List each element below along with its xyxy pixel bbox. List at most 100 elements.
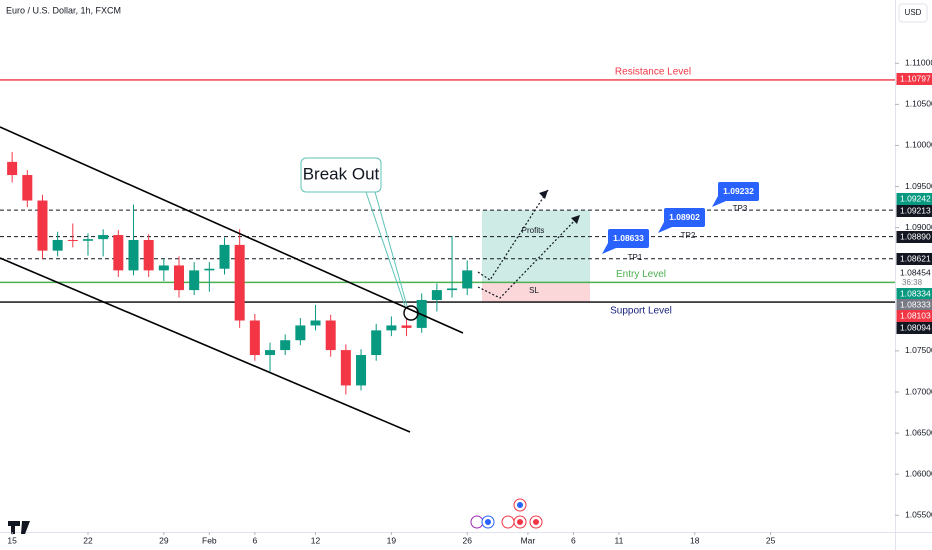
x-tick-label: 11 bbox=[615, 535, 624, 545]
y-tick-label: 1.09000 bbox=[905, 222, 932, 232]
level-label: Entry Level bbox=[616, 269, 666, 280]
currency-button[interactable] bbox=[898, 3, 928, 23]
candle-body bbox=[310, 320, 321, 326]
arrow-head bbox=[571, 215, 580, 224]
y-tick-label: 1.07000 bbox=[905, 386, 932, 396]
candle-body bbox=[371, 330, 382, 356]
candle-body bbox=[37, 200, 48, 251]
candle-body bbox=[143, 239, 154, 271]
logo bbox=[8, 521, 30, 534]
price-label-box bbox=[896, 205, 932, 217]
candle-body bbox=[431, 290, 442, 300]
price-label: 1.08334 bbox=[900, 288, 931, 298]
chart-title: Euro / U.S. Dollar, 1h, FXCM bbox=[6, 5, 121, 15]
price-label: 1.09213 bbox=[900, 205, 931, 215]
candle-body bbox=[158, 265, 169, 271]
y-tick-label: 1.06500 bbox=[905, 427, 932, 437]
price-label: 1.09242 bbox=[900, 193, 931, 203]
y-tick-label: 1.07500 bbox=[905, 345, 932, 355]
price-label-box bbox=[897, 267, 932, 279]
profits-label: Profits bbox=[522, 226, 545, 235]
target-label: 1.09232 bbox=[723, 186, 754, 196]
x-tick-label: 26 bbox=[462, 535, 472, 545]
sl-label: SL bbox=[529, 286, 539, 295]
candle-body bbox=[52, 239, 63, 251]
y-tick-label: 1.09500 bbox=[905, 181, 932, 191]
target-label: 1.08902 bbox=[669, 212, 700, 222]
arrow-head bbox=[539, 190, 548, 199]
target-pointer bbox=[712, 196, 726, 207]
candle-body bbox=[113, 235, 124, 271]
target-pointer bbox=[658, 222, 672, 233]
x-tick-label: Feb bbox=[202, 535, 217, 545]
price-label-box bbox=[896, 73, 932, 85]
price-label-box bbox=[896, 231, 932, 243]
event-icons bbox=[470, 498, 543, 529]
candle-body bbox=[189, 270, 200, 291]
price-label-box bbox=[896, 322, 932, 334]
channel-lower bbox=[0, 257, 411, 433]
target-box bbox=[718, 182, 759, 201]
candle-body bbox=[7, 161, 18, 176]
y-tick-label: 1.05500 bbox=[905, 510, 932, 520]
x-tick-label: 22 bbox=[83, 535, 93, 545]
price-label: 1.10797 bbox=[900, 73, 931, 83]
price-label: 1.08890 bbox=[900, 231, 931, 241]
level-label: TP1 bbox=[628, 253, 643, 262]
profit-path-2 bbox=[477, 214, 581, 299]
candle-body bbox=[280, 340, 291, 351]
candle-body bbox=[204, 268, 215, 271]
y-tick-label: 1.10000 bbox=[905, 140, 932, 150]
price-label: 1.08621 bbox=[900, 253, 931, 263]
channel-upper bbox=[0, 126, 464, 334]
x-tick-label: 25 bbox=[766, 535, 776, 545]
x-tick-label: 18 bbox=[690, 535, 700, 545]
price-label-box bbox=[896, 253, 932, 265]
candle-body bbox=[447, 288, 458, 291]
level-label: Support Level bbox=[610, 306, 672, 317]
candle-body bbox=[219, 244, 230, 269]
candle-body bbox=[173, 265, 185, 291]
callout-pointer bbox=[365, 191, 406, 307]
currency-label: USD bbox=[905, 8, 922, 17]
candle-body bbox=[265, 350, 276, 356]
stop-zone bbox=[482, 282, 590, 303]
target-label: 1.08633 bbox=[613, 233, 644, 243]
level-label: TP3 bbox=[733, 204, 748, 213]
price-label: 1.08094 bbox=[900, 322, 931, 332]
breakout-circle bbox=[403, 305, 419, 321]
candle-body bbox=[22, 175, 33, 201]
candle-body bbox=[340, 350, 351, 386]
level-label: Resistance Level bbox=[615, 67, 691, 78]
candle-body bbox=[295, 325, 306, 341]
target-box bbox=[608, 229, 649, 248]
candle-body bbox=[249, 320, 260, 356]
target-pointer bbox=[602, 243, 616, 254]
candle-body bbox=[462, 270, 473, 289]
candle-body bbox=[386, 325, 397, 331]
x-tick-label: Mar bbox=[521, 535, 536, 545]
x-tick-label: 29 bbox=[159, 535, 169, 545]
candle-body bbox=[325, 320, 336, 351]
y-tick-label: 1.10500 bbox=[905, 99, 932, 109]
candle-body bbox=[401, 325, 412, 328]
x-tick-label: 12 bbox=[311, 535, 321, 545]
countdown: 36:38 bbox=[902, 278, 923, 287]
x-tick-label: 19 bbox=[387, 535, 397, 545]
price-label: 1.08103 bbox=[900, 310, 931, 320]
candle-body bbox=[98, 235, 109, 240]
candle-body bbox=[67, 239, 78, 241]
price-label: 1.08454 bbox=[900, 267, 931, 277]
level-label: TP2 bbox=[681, 231, 696, 240]
candle-body bbox=[82, 239, 93, 241]
candle-body bbox=[128, 239, 139, 271]
profit-zone bbox=[482, 210, 590, 283]
target-box bbox=[664, 208, 705, 227]
price-label-box bbox=[896, 193, 932, 205]
callout-box bbox=[300, 157, 382, 193]
y-tick-label: 1.06000 bbox=[905, 468, 932, 478]
profit-path-1 bbox=[477, 189, 549, 281]
x-tick-label: 6 bbox=[571, 535, 576, 545]
